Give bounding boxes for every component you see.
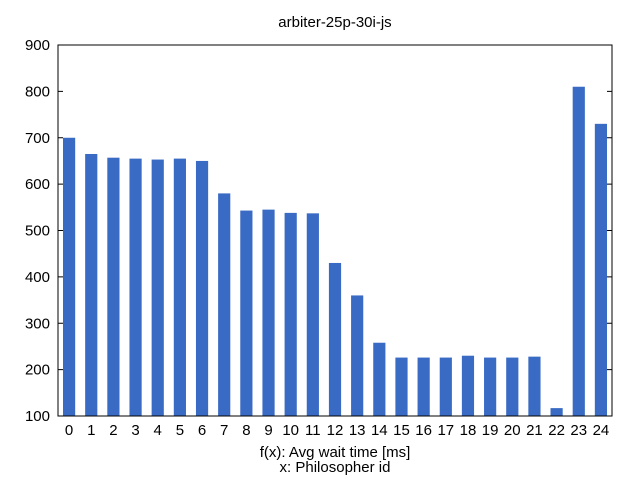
bar-22	[550, 408, 563, 416]
bar-24	[594, 123, 608, 416]
x-tick-label-17: 17	[437, 422, 454, 439]
x-tick-label-7: 7	[220, 422, 228, 439]
x-tick-label-22: 22	[548, 422, 565, 439]
bars-group	[62, 86, 608, 417]
y-tick-label-400: 400	[25, 269, 50, 286]
y-tick-label-500: 500	[25, 223, 50, 240]
x-axis: 0 1 2 3 4 5 6 7 8 9 10 11 12 13 14 15 16 17 18 19 20 21 22 23 24	[65, 422, 609, 439]
bar-2	[107, 157, 120, 416]
bar-8	[240, 210, 253, 416]
x-tick-label-9: 9	[264, 422, 272, 439]
x-tick-label-19: 19	[482, 422, 499, 439]
bar-17	[439, 357, 452, 416]
x-tick-label-2: 2	[109, 422, 117, 439]
y-tick-label-800: 800	[25, 83, 50, 100]
bar-9	[262, 209, 275, 416]
bar-18	[461, 355, 475, 416]
bar-13	[351, 295, 364, 416]
y-axis: 100 200 300 400 500 600 700 800 900	[25, 37, 612, 425]
x-tick-label-3: 3	[131, 422, 139, 439]
x-tick-label-24: 24	[593, 422, 610, 439]
x-tick-label-14: 14	[371, 422, 388, 439]
bar-15	[395, 357, 408, 416]
x-tick-label-18: 18	[460, 422, 477, 439]
x-tick-label-4: 4	[154, 422, 162, 439]
x-tick-label-0: 0	[65, 422, 73, 439]
x-tick-label-16: 16	[415, 422, 432, 439]
x-tick-label-10: 10	[282, 422, 299, 439]
bar-4	[151, 159, 164, 417]
bar-12	[328, 262, 342, 416]
bar-7	[218, 193, 231, 416]
x-tick-label-15: 15	[393, 422, 410, 439]
bar-11	[306, 213, 319, 416]
bar-6	[195, 160, 209, 416]
bar-19	[484, 357, 497, 416]
x-tick-label-8: 8	[242, 422, 250, 439]
y-tick-label-600: 600	[25, 176, 50, 193]
y-tick-label-200: 200	[25, 362, 50, 379]
bar-16	[417, 357, 430, 416]
x-tick-label-23: 23	[570, 422, 587, 439]
x-tick-label-11: 11	[305, 422, 321, 439]
x-tick-label-12: 12	[327, 422, 344, 439]
bar-10	[284, 212, 297, 416]
chart-title: arbiter-25p-30i-js	[278, 14, 391, 31]
y-tick-label-300: 300	[25, 315, 50, 332]
bar-3	[129, 158, 142, 416]
bar-1	[85, 153, 98, 417]
y-tick-label-700: 700	[25, 130, 50, 147]
bar-23	[572, 86, 585, 417]
bar-20	[506, 357, 519, 416]
x-tick-label-13: 13	[349, 422, 366, 439]
y-tick-label-900: 900	[25, 37, 50, 54]
x-axis-label-line-2: x: Philosopher id	[280, 459, 391, 476]
x-tick-label-5: 5	[176, 422, 184, 439]
x-tick-label-21: 21	[526, 422, 543, 439]
bar-0	[62, 137, 76, 416]
x-tick-label-20: 20	[504, 422, 521, 439]
bar-21	[528, 356, 541, 416]
bar-5	[173, 158, 186, 416]
x-tick-label-1: 1	[87, 422, 95, 439]
x-axis-label-line-1: f(x): Avg wait time [ms]	[260, 444, 411, 461]
x-tick-label-6: 6	[198, 422, 206, 439]
bar-14	[373, 342, 386, 416]
y-tick-label-100: 100	[25, 408, 50, 425]
